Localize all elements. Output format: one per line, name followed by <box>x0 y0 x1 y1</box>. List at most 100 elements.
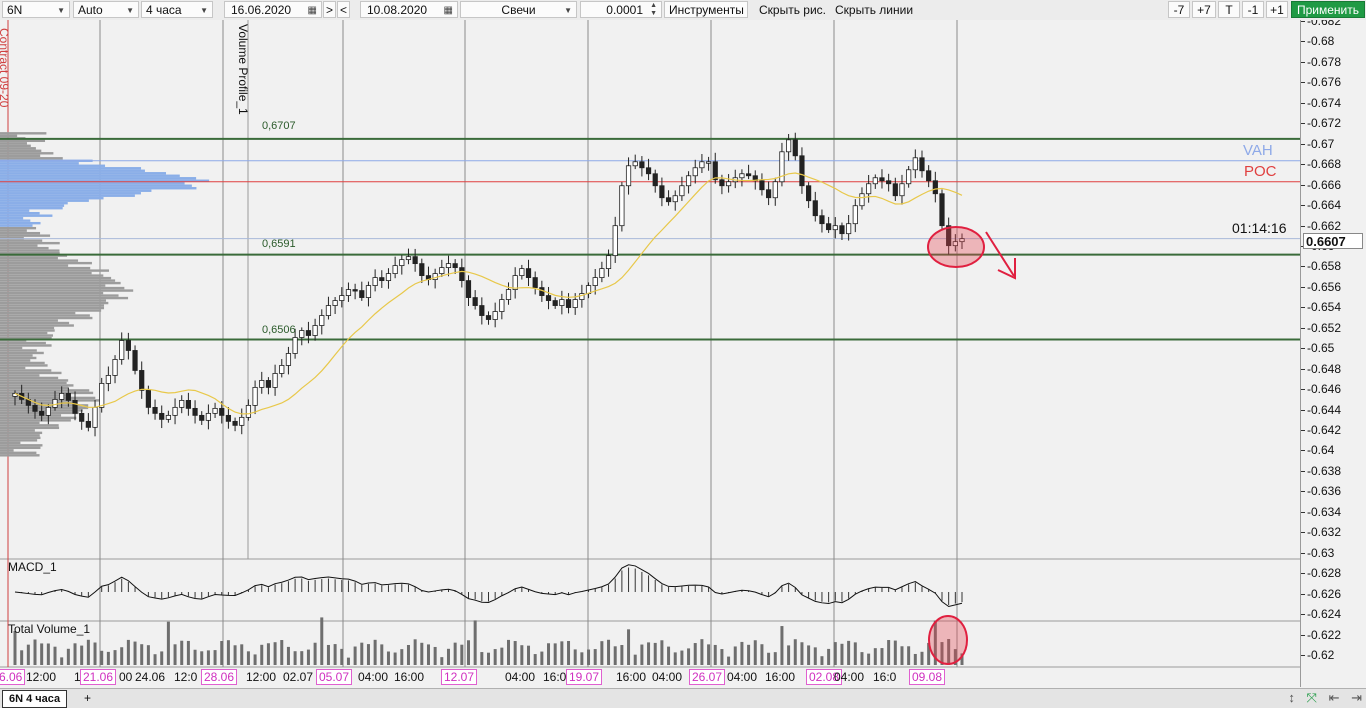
chart-area[interactable] <box>0 20 1300 687</box>
fullscreen-icon[interactable]: ⤧ <box>1306 690 1317 705</box>
price-tick-text: -0.628 <box>1307 566 1342 581</box>
volume-bar <box>326 644 330 665</box>
candle-body <box>405 256 412 261</box>
volume-bar <box>313 642 317 665</box>
hide-drawings-button[interactable]: Скрыть рис. <box>759 3 827 17</box>
volume-profile-bar <box>0 231 41 235</box>
tools-button[interactable]: Инструменты <box>664 1 748 18</box>
price-tick-text: -0.676 <box>1307 75 1342 90</box>
volume-profile-bar <box>0 451 37 455</box>
candle-body <box>92 406 98 428</box>
volume-bar <box>140 644 144 665</box>
volume-bar <box>587 649 591 665</box>
poc-label: POC <box>1244 163 1277 180</box>
price-tick-mark <box>1301 409 1305 411</box>
apply-button[interactable]: Применить <box>1291 1 1365 18</box>
add-tab-button[interactable]: + <box>84 691 92 705</box>
volume-profile-bar <box>0 204 65 207</box>
mode-select[interactable]: Auto ▼ <box>73 1 139 18</box>
volume-bar <box>226 640 230 665</box>
volume-bar <box>193 649 197 665</box>
volume-profile-bar <box>0 152 54 155</box>
volume-bar <box>887 640 891 665</box>
volume-bar <box>126 639 130 665</box>
prev-button[interactable]: < <box>337 1 350 18</box>
volume-bar <box>713 644 717 665</box>
candle-body <box>559 299 565 306</box>
volume-bar <box>113 650 117 665</box>
timeframe-select[interactable]: 4 часа ▼ <box>141 1 213 18</box>
volume-bar <box>513 641 517 665</box>
volume-bar <box>940 642 944 665</box>
price-tick-text: -0.644 <box>1307 402 1342 417</box>
date-to-field[interactable]: 10.08.2020 ▦ <box>360 1 458 18</box>
volume-bar <box>166 621 170 665</box>
candle-body <box>139 370 145 391</box>
t-button[interactable]: T <box>1218 1 1240 18</box>
symbol-select[interactable]: 6N ▼ <box>2 1 70 18</box>
volume-bar <box>487 652 490 665</box>
candle-body <box>219 407 225 416</box>
next-button[interactable]: > <box>323 1 336 18</box>
volume-profile-bar <box>0 449 14 452</box>
time-axis[interactable]: 6.0612:001921.060024.0612:028.0612:0002.… <box>0 668 1300 686</box>
volume-profile-bar <box>0 414 62 417</box>
time-label: 24.06 <box>135 670 166 684</box>
volume-bar <box>540 651 544 665</box>
minus-1-button[interactable]: -1 <box>1242 1 1264 18</box>
date-label: 21.06 <box>80 669 117 685</box>
time-label: 04:00 <box>358 670 389 684</box>
volume-bar <box>73 643 77 665</box>
volume-profile-bar <box>0 261 92 265</box>
price-tick-mark <box>1301 225 1305 227</box>
minus-7-button[interactable]: -7 <box>1168 1 1190 18</box>
volume-profile-bar <box>0 351 44 355</box>
date-from-field[interactable]: 16.06.2020 ▦ <box>224 1 322 18</box>
volume-bar <box>687 648 691 665</box>
plus-1-button[interactable]: +1 <box>1266 1 1288 18</box>
volume-bar <box>426 644 430 665</box>
chevron-down-icon: ▼ <box>57 6 65 15</box>
volume-bar <box>160 651 164 665</box>
plus-7-button[interactable]: +7 <box>1192 1 1216 18</box>
volume-profile-bar <box>0 269 110 272</box>
chart-tab[interactable]: 6N 4 часа <box>2 690 68 708</box>
time-label: 04:00 <box>505 670 536 684</box>
candle-body <box>552 300 558 306</box>
time-label: 04:00 <box>834 670 865 684</box>
resize-vertical-icon[interactable]: ↕ <box>1288 690 1295 705</box>
volume-bar <box>720 649 724 665</box>
price-tick-mark <box>1301 532 1305 534</box>
price-tick-mark <box>1301 573 1305 575</box>
volume-profile-bar <box>0 281 121 285</box>
volume-profile-bar <box>0 147 36 150</box>
volume-bar <box>300 651 304 665</box>
volume-bar <box>406 644 410 665</box>
volume-bar <box>433 646 437 665</box>
volume-profile-bar <box>0 142 27 145</box>
candle-body <box>579 293 585 300</box>
expand-horizontal-icon[interactable]: ⇥ <box>1351 690 1362 705</box>
candle-body <box>872 177 878 185</box>
candle-body <box>772 181 778 199</box>
volume-profile-bar <box>0 364 48 367</box>
shrink-horizontal-icon[interactable]: ⇤ <box>1328 690 1340 705</box>
price-tick-mark <box>1301 61 1305 63</box>
hide-lines-button[interactable]: Скрыть линии <box>835 3 914 17</box>
price-axis[interactable]: -0.682 -0.68 -0.678 -0.676 -0.674 -0.672 -0.67… <box>1300 20 1366 687</box>
volume-bar <box>920 651 924 665</box>
volume-profile-bar <box>0 279 116 282</box>
volume-profile-bar <box>0 224 33 227</box>
volume-profile-bar <box>0 381 67 385</box>
candle-body <box>525 268 532 278</box>
candle-body <box>952 241 958 247</box>
volume-bar <box>466 640 470 665</box>
chart-type-select[interactable]: Свечи ▼ <box>460 1 577 18</box>
volume-profile-bar <box>0 379 69 382</box>
volume-bar <box>507 639 511 665</box>
tick-size-stepper[interactable]: 0.0001 ▲ ▼ <box>580 1 662 18</box>
candle-body <box>859 193 865 207</box>
volume-profile-bar <box>0 256 58 260</box>
volume-bar <box>393 652 397 665</box>
volume-bar <box>793 639 797 665</box>
